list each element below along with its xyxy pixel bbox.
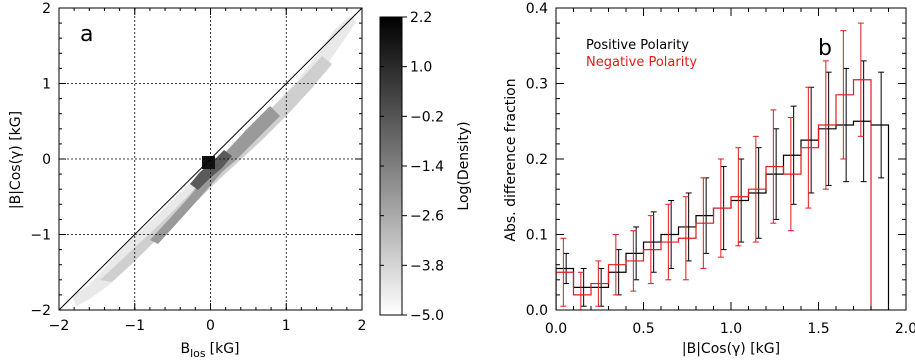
identity-line [58,7,363,311]
y-tick-label-b: 0.3 [526,77,548,93]
density-core [202,156,215,169]
panel-b-yticks: 0.0 0.1 0.2 0.3 0.4 [526,1,906,319]
y-tick-label-a: −1 [30,228,51,244]
panel-b: 0.0 0.5 1.0 1.5 2.0 0.0 0.1 0.2 0.3 0.4 b Positi… [503,1,915,357]
density-core-halo [190,150,232,190]
colorbar-tick-label: 1.0 [410,60,432,76]
x-tick-label-b: 1.5 [807,321,829,337]
x-tick-label-a: −1 [124,318,145,334]
x-tick-label-b: 0.0 [545,321,567,337]
colorbar-ticks: 2.2 1.0 −0.2 −1.4 −2.6 −3.8 −5.0 [380,10,444,324]
colorbar-tick-label: 2.2 [410,10,432,26]
x-tick-label-b: 0.5 [632,321,654,337]
panel-a-yticks: −2 −1 0 1 2 [30,1,362,319]
colorbar-tick-label: −1.4 [410,159,444,175]
colorbar-tick-label: −5.0 [410,308,444,324]
y-tick-label-a: −2 [30,303,51,319]
panel-b-xticks: 0.0 0.5 1.0 1.5 2.0 [545,8,915,337]
colorbar-tick-label: −2.6 [410,209,444,225]
x-tick-label-b: 1.0 [720,321,742,337]
x-tick-label-b: 2.0 [895,321,915,337]
panel-a-xticks: −2 −1 0 1 2 [49,8,367,334]
colorbar-tick-label: −3.8 [410,258,444,274]
density-band-outer [72,16,356,306]
panel-b-series [556,22,890,310]
legend-positive: Positive Polarity [586,38,689,53]
panel-b-background [556,8,906,310]
panel-b-tag: b [818,36,832,61]
density-cloud [72,16,356,306]
y-tick-label-b: 0.1 [526,228,548,244]
panel-a-grid [59,8,362,310]
x-tick-label-a: 2 [358,318,367,334]
density-band-inner [150,106,280,244]
x-tick-label-a: 1 [282,318,291,334]
panel-b-ylabel: Abs. difference fraction [503,78,519,241]
legend-negative: Negative Polarity [586,55,697,70]
colorbar-tick-label: −0.2 [410,109,444,125]
panel-b-xlabel: |B|Cos(γ) [kG] [682,341,780,357]
y-tick-label-a: 2 [42,1,51,17]
y-tick-label-b: 0.4 [526,1,548,17]
x-tick-label-a: 0 [206,318,215,334]
colorbar-label: Log(Density) [456,121,472,210]
colorbar: 2.2 1.0 −0.2 −1.4 −2.6 −3.8 −5.0 Log(Density) [379,10,472,324]
histogram-step-line [556,79,889,310]
panel-a: −2 −1 0 1 2 −2 −1 0 1 2 a Blos [kG] |B|Cos(γ) [kG… [8,1,366,360]
y-tick-label-b: 0.2 [526,152,548,168]
y-tick-label-a: 0 [42,152,51,168]
panel-a-ylabel: |B|Cos(γ) [kG] [8,111,24,209]
y-tick-label-b: 0.0 [526,303,548,319]
x-tick-label-a: −2 [49,318,70,334]
panel-a-tag: a [80,22,93,47]
series-negative [556,22,889,310]
y-tick-label-a: 1 [42,77,51,93]
panel-a-xlabel: Blos [kG] [180,341,239,360]
